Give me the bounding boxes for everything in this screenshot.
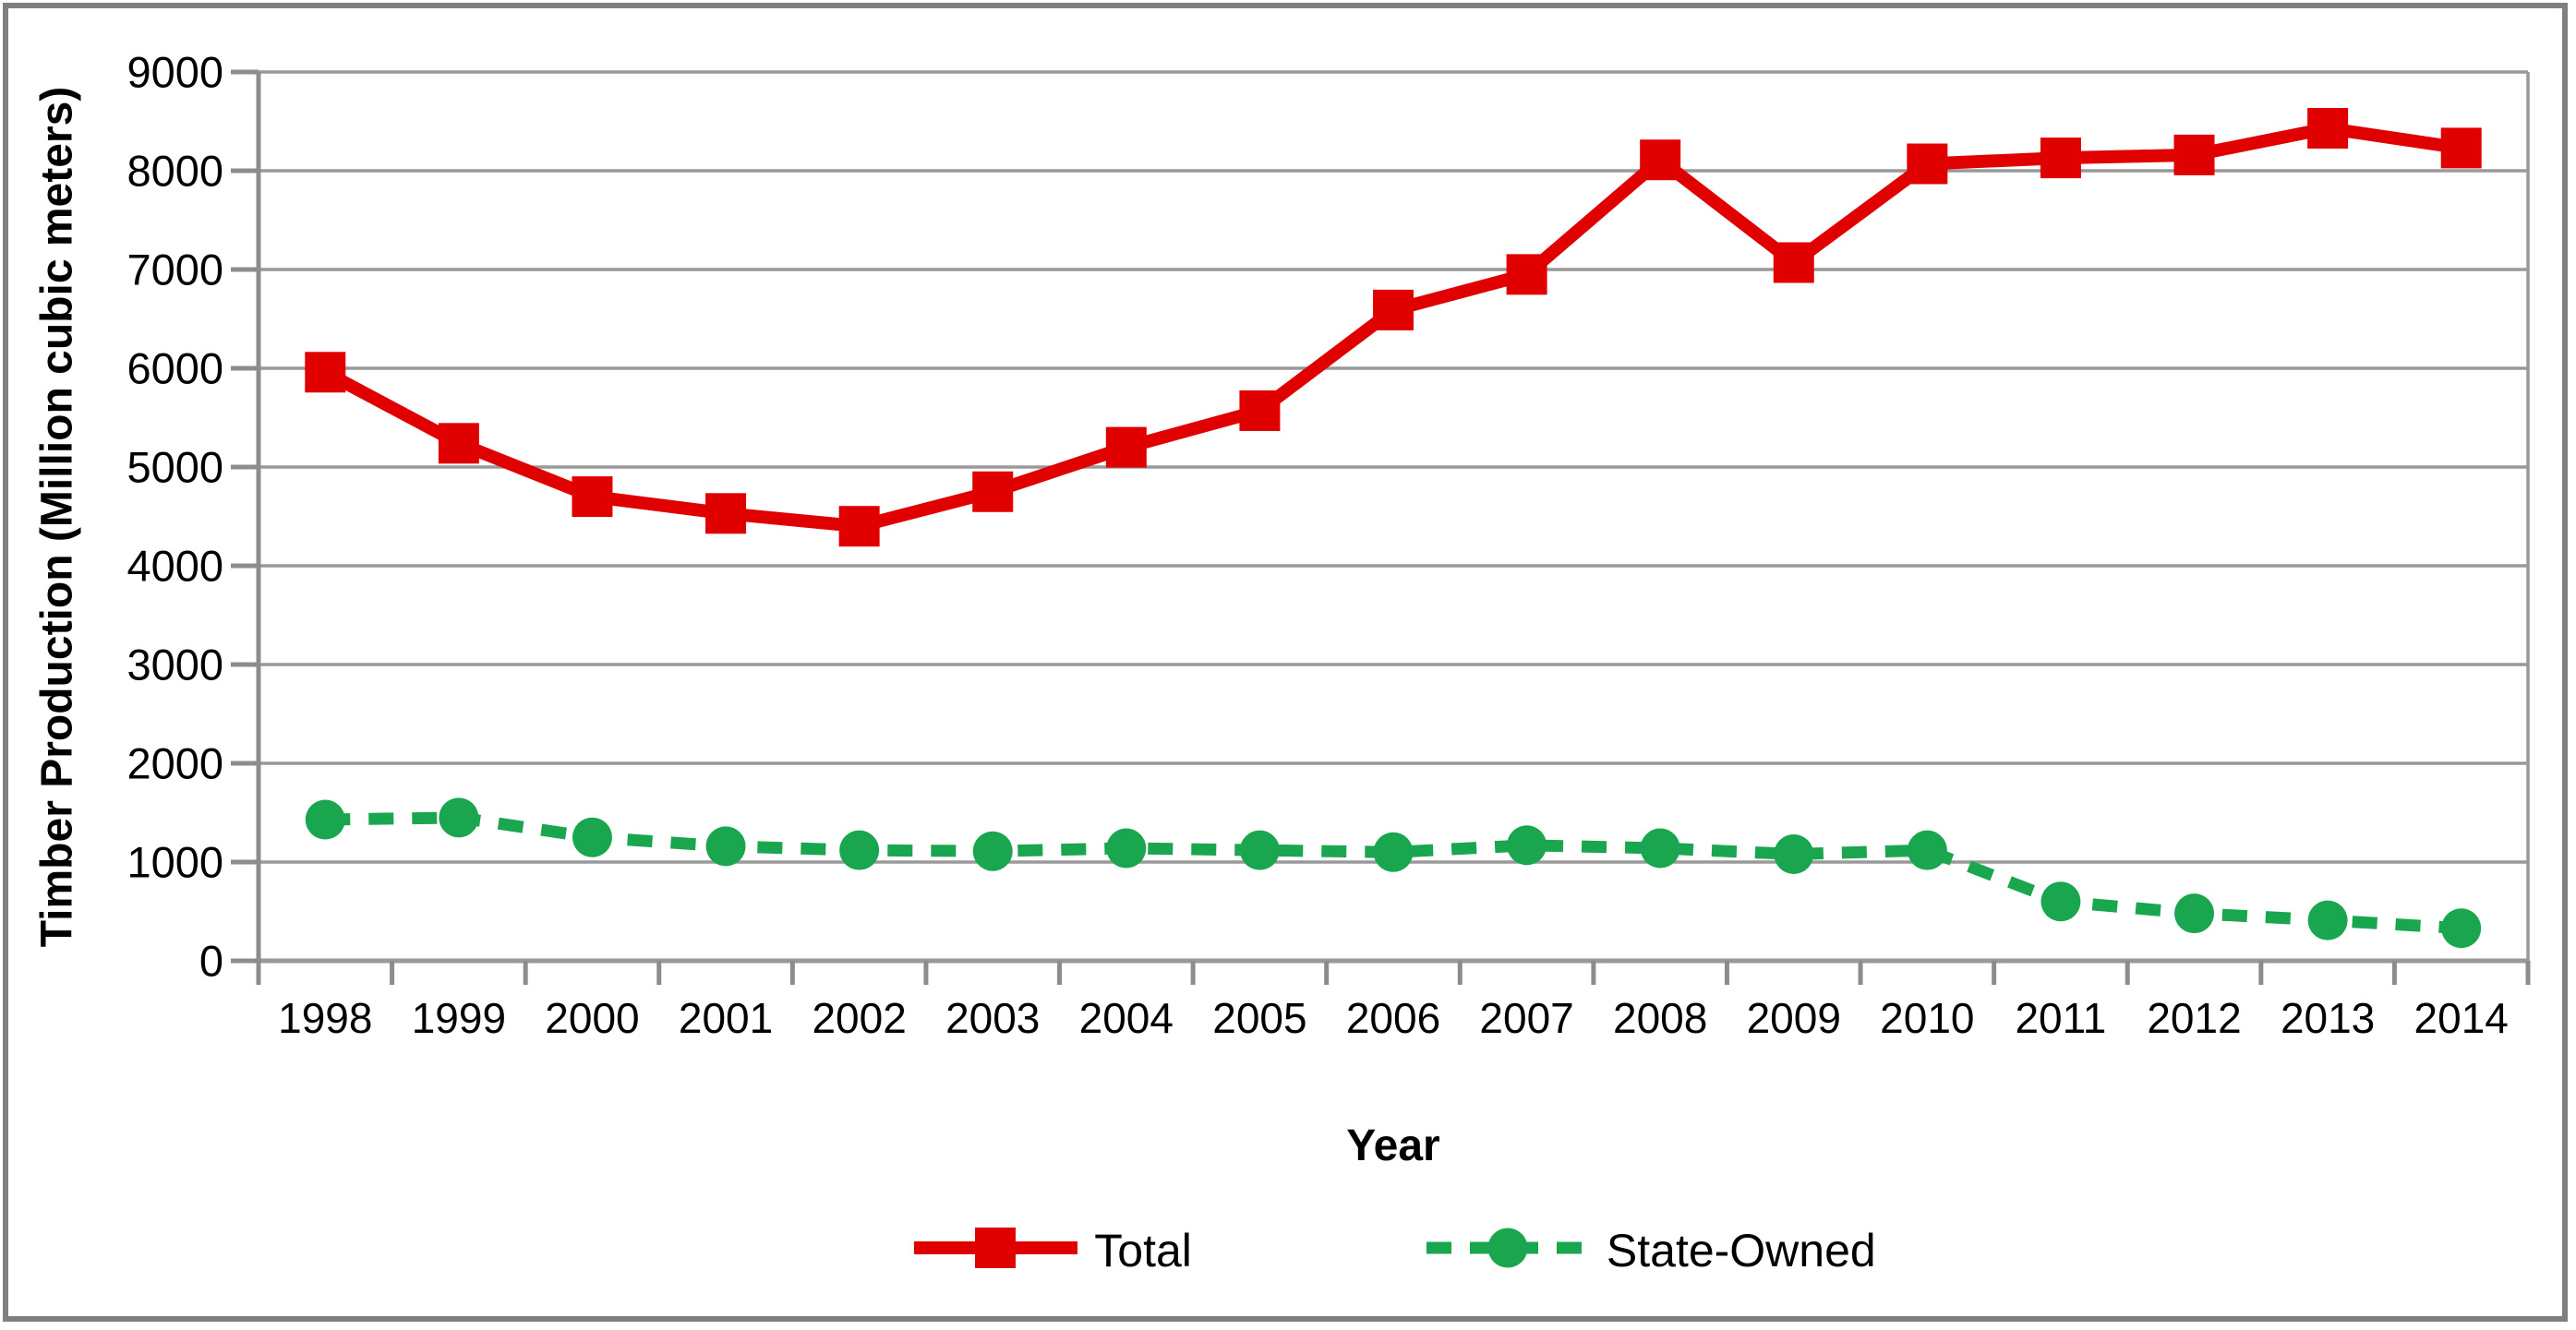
y-tick-label: 8000 (126, 147, 223, 196)
data-point-circle (439, 797, 479, 838)
data-point-circle (2307, 900, 2348, 941)
y-tick-label: 9000 (126, 48, 223, 97)
x-tick-label: 2002 (812, 994, 906, 1042)
data-point-circle (1774, 833, 1814, 874)
data-point-square (1105, 426, 1147, 468)
y-tick-label: 4000 (126, 542, 223, 591)
data-point-square (2173, 134, 2215, 175)
x-tick-label: 2001 (679, 994, 773, 1042)
y-tick-label: 3000 (126, 641, 223, 689)
total-series-swatch-icon (910, 1220, 1081, 1280)
data-point-square (838, 506, 880, 547)
data-point-square (1640, 139, 1681, 181)
y-tick-label: 7000 (126, 246, 223, 294)
legend-swatch (1426, 1228, 1590, 1268)
data-point-square (305, 352, 346, 393)
data-point-circle (1507, 825, 1547, 866)
x-tick-label: 1998 (278, 994, 372, 1042)
y-tick-label: 5000 (126, 443, 223, 492)
x-tick-label: 2000 (545, 994, 639, 1042)
data-point-square (1773, 242, 1814, 283)
data-point-circle (572, 817, 612, 857)
data-point-square (2040, 138, 2081, 179)
data-point-circle (2040, 881, 2081, 922)
x-tick-label: 2004 (1079, 994, 1174, 1042)
data-point-square (2307, 107, 2349, 149)
y-tick-label: 2000 (126, 739, 223, 788)
data-point-circle (705, 826, 746, 867)
data-point-square (1239, 390, 1281, 432)
legend-item-total: Total (910, 1220, 1192, 1280)
x-tick-label: 2014 (2414, 994, 2509, 1042)
data-point-circle (1106, 828, 1147, 869)
x-tick-label: 1999 (412, 994, 506, 1042)
x-tick-label: 2013 (2281, 994, 2375, 1042)
y-tick-label: 6000 (126, 344, 223, 393)
x-tick-label: 2006 (1346, 994, 1440, 1042)
state-owned-series-swatch-icon (1423, 1220, 1594, 1280)
data-point-square (1907, 143, 1948, 185)
legend-label-state-owned: State-Owned (1606, 1224, 1876, 1276)
data-point-square (572, 476, 613, 518)
x-tick-label: 2009 (1747, 994, 1841, 1042)
x-axis-title: Year (1346, 1121, 1440, 1170)
data-point-circle (1907, 830, 1947, 870)
data-point-circle (1640, 828, 1680, 869)
x-tick-label: 2007 (1479, 994, 1573, 1042)
series-line-state-owned (325, 811, 2462, 935)
data-point-circle (2174, 893, 2215, 934)
data-point-circle (839, 830, 880, 870)
data-point-circle (972, 831, 1013, 871)
x-tick-label: 2003 (945, 994, 1040, 1042)
y-axis-title: Timber Production (Million cubic meters) (32, 86, 82, 948)
data-point-circle (1373, 832, 1414, 872)
x-tick-label: 2011 (2015, 994, 2106, 1042)
legend-label-total: Total (1094, 1224, 1192, 1276)
data-point-circle (1239, 830, 1280, 870)
legend-item-state-owned: State-Owned (1423, 1220, 1876, 1280)
x-tick-label: 2008 (1613, 994, 1707, 1042)
y-tick-label: 1000 (126, 838, 223, 887)
x-tick-label: 2012 (2147, 994, 2241, 1042)
data-point-square (438, 423, 479, 464)
y-tick-label: 0 (199, 937, 223, 986)
x-tick-label: 2005 (1212, 994, 1306, 1042)
x-tick-label: 2010 (1880, 994, 1974, 1042)
data-point-square (1373, 289, 1414, 330)
data-point-square (705, 493, 747, 534)
data-point-square (972, 471, 1014, 512)
data-point-circle (305, 799, 345, 840)
data-point-square (2440, 127, 2482, 169)
data-point-square (1506, 254, 1547, 295)
legend: Total State-Owned (259, 1220, 2528, 1280)
data-point-circle (2441, 908, 2482, 949)
legend-swatch (914, 1228, 1078, 1268)
